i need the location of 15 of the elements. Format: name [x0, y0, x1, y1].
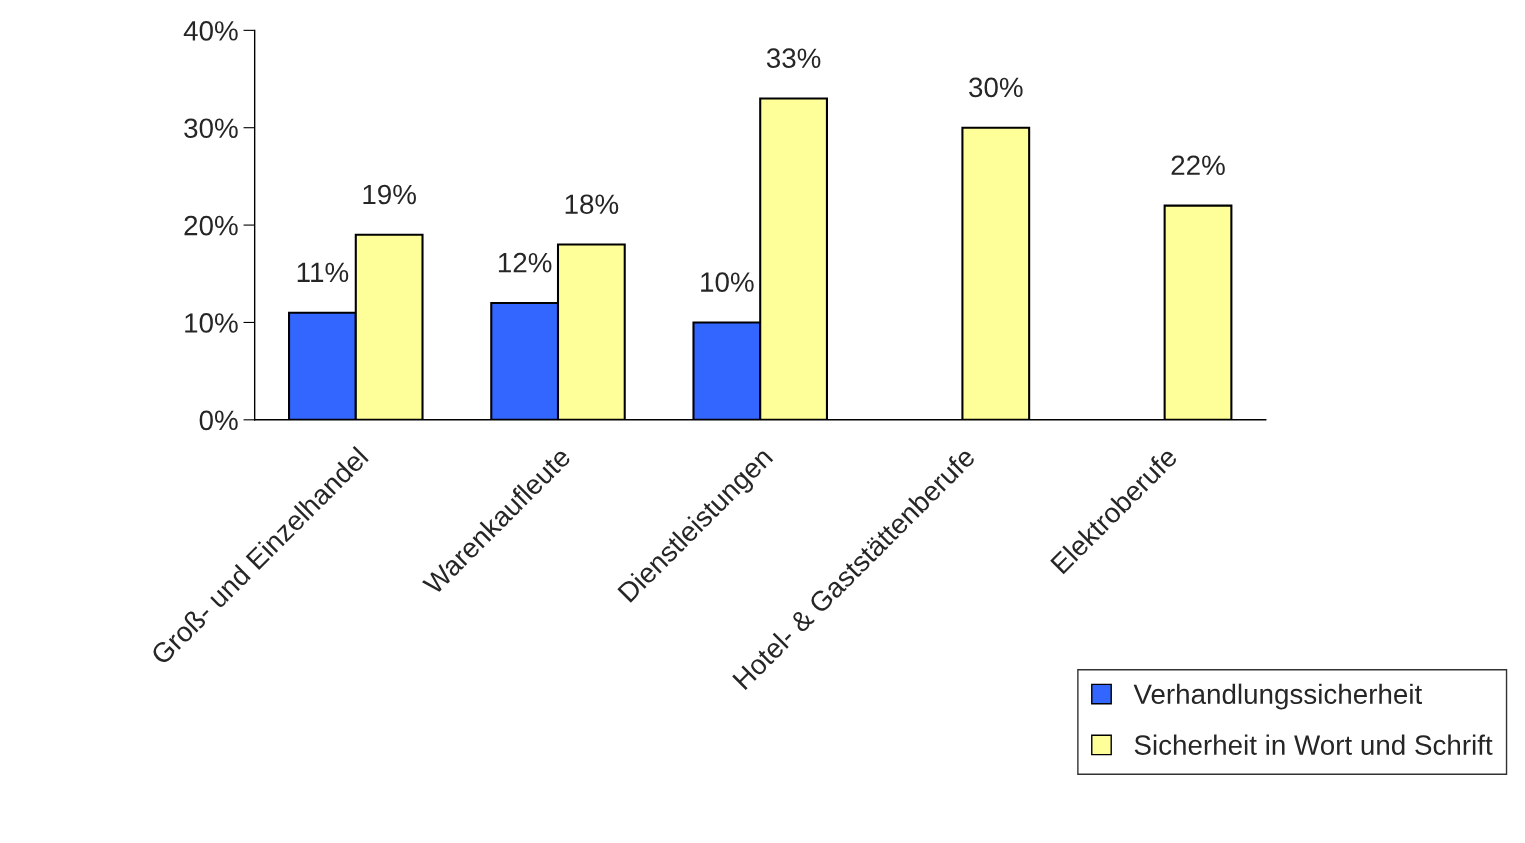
- data-label: 33%: [766, 48, 821, 69]
- legend-label: Sicherheit in Wort und Schrift: [1134, 734, 1493, 755]
- y-tick-label: 20%: [184, 215, 238, 236]
- y-tick-label: 40%: [183, 21, 238, 41]
- data-label: 10%: [701, 272, 754, 292]
- data-label: 11%: [297, 262, 349, 283]
- y-tick-label: 0%: [199, 410, 238, 431]
- y-tick-label: 10%: [185, 313, 238, 333]
- data-label: 22%: [1171, 155, 1225, 176]
- data-label: 12%: [498, 252, 552, 273]
- data-label: 30%: [969, 77, 1023, 98]
- data-label: 19%: [363, 184, 416, 205]
- legend-label: Verhandlungssicherheit: [1133, 683, 1423, 710]
- data-label: 18%: [565, 194, 619, 215]
- y-tick-label: 30%: [184, 118, 238, 139]
